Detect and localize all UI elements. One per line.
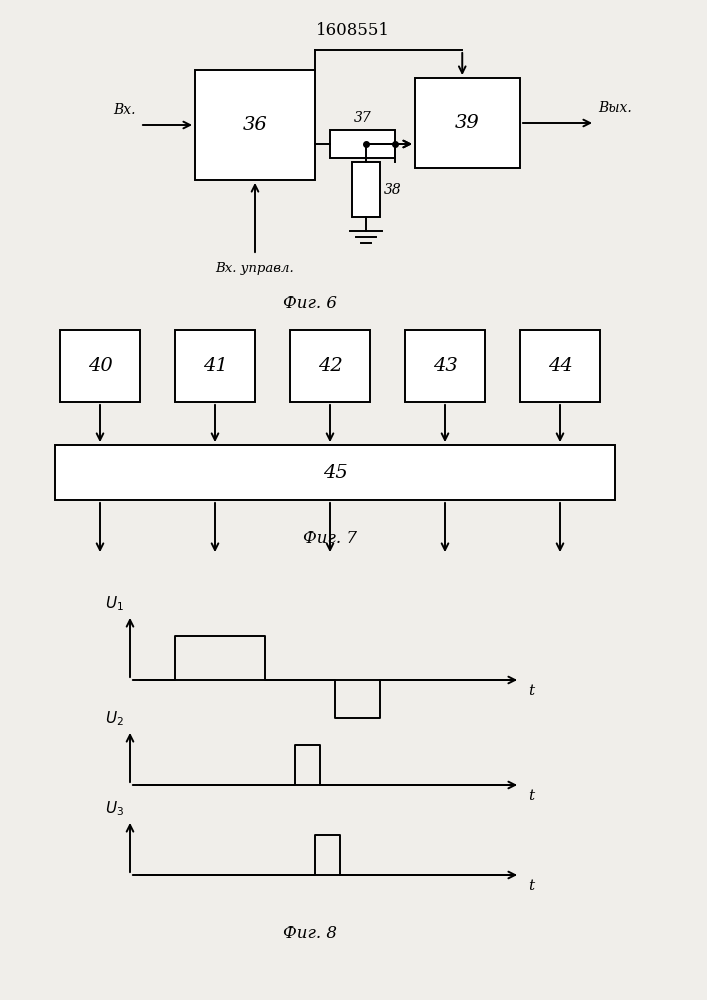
Text: 45: 45 [322, 464, 347, 482]
Text: Фиг. 6: Фиг. 6 [283, 295, 337, 312]
Text: t: t [528, 684, 534, 698]
Text: Фиг. 8: Фиг. 8 [283, 925, 337, 942]
Bar [330, 130, 395, 158]
Text: 43: 43 [433, 357, 457, 375]
Text: 1608551: 1608551 [316, 22, 390, 39]
Text: 36: 36 [243, 116, 267, 134]
Text: 37: 37 [354, 111, 371, 125]
Text: t: t [528, 789, 534, 803]
Bar [405, 330, 485, 402]
Bar [352, 162, 380, 217]
Text: Вх.: Вх. [114, 103, 136, 117]
Bar [60, 330, 140, 402]
Text: 44: 44 [548, 357, 573, 375]
Bar [195, 70, 315, 180]
Bar [520, 330, 600, 402]
Bar [415, 78, 520, 168]
Text: 39: 39 [455, 114, 480, 132]
Text: $U_3$: $U_3$ [105, 799, 124, 818]
Text: t: t [528, 879, 534, 893]
Text: 41: 41 [203, 357, 228, 375]
Bar [290, 330, 370, 402]
Text: 42: 42 [317, 357, 342, 375]
Text: 38: 38 [384, 182, 402, 196]
Text: Вых.: Вых. [598, 101, 632, 115]
Text: 40: 40 [88, 357, 112, 375]
Bar [55, 445, 615, 500]
Bar [175, 330, 255, 402]
Text: $U_1$: $U_1$ [105, 594, 124, 613]
Text: Вх. управл.: Вх. управл. [216, 262, 294, 275]
Text: $U_2$: $U_2$ [105, 709, 124, 728]
Text: Фиг. 7: Фиг. 7 [303, 530, 357, 547]
